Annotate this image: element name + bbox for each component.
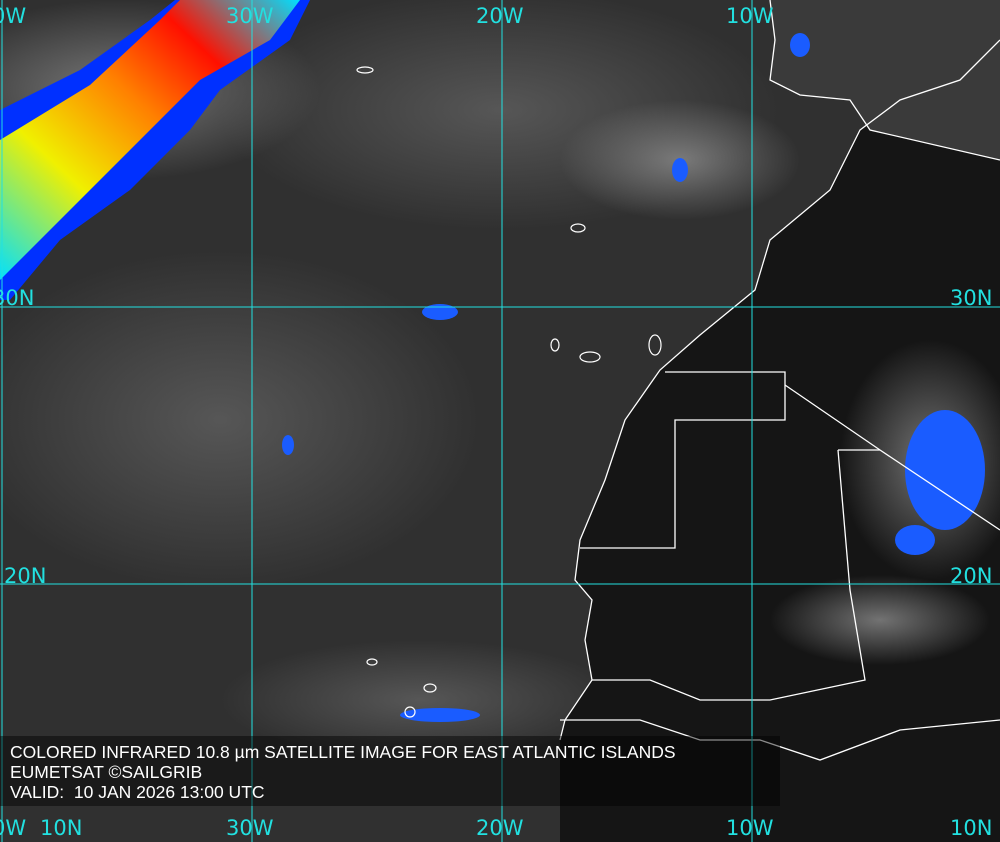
lon-label-bottom: 0W <box>0 816 27 840</box>
iberia-landmass <box>770 0 1000 160</box>
cloud-area <box>220 640 620 760</box>
cloud-area <box>0 250 480 590</box>
cold-cloud-band <box>0 0 310 300</box>
convective-cells <box>282 33 985 722</box>
caption-backdrop <box>0 736 780 806</box>
lon-label-bottom: 30W <box>226 816 274 840</box>
lon-label-top: 10W <box>726 4 774 28</box>
caption-title: COLORED INFRARED 10.8 µm SATELLITE IMAGE… <box>10 742 676 762</box>
image-caption: COLORED INFRARED 10.8 µm SATELLITE IMAGE… <box>10 742 676 802</box>
lat-label-right: 30N <box>950 286 993 310</box>
cloud-area <box>770 575 990 665</box>
lat-label-left: 30N <box>0 286 35 310</box>
cold-cloud-core <box>0 0 300 280</box>
lon-label-bottom: 10W <box>726 816 774 840</box>
lat-label-right: 10N <box>950 816 993 840</box>
islands <box>356 66 662 718</box>
lon-label-top: 30W <box>226 4 274 28</box>
lat-label-right: 20N <box>950 564 993 588</box>
caption-credit: EUMETSAT ©SAILGRIB <box>10 762 203 782</box>
caption-valid-time: VALID: 10 JAN 2026 13:00 UTC <box>10 782 265 802</box>
lat-label-left: 20N <box>4 564 47 588</box>
lat-label-left: 10N <box>40 816 83 840</box>
lon-label-top: 20W <box>476 4 524 28</box>
lon-label-top: 0W <box>0 4 27 28</box>
coastlines <box>559 0 1000 761</box>
lon-label-bottom: 20W <box>476 816 524 840</box>
